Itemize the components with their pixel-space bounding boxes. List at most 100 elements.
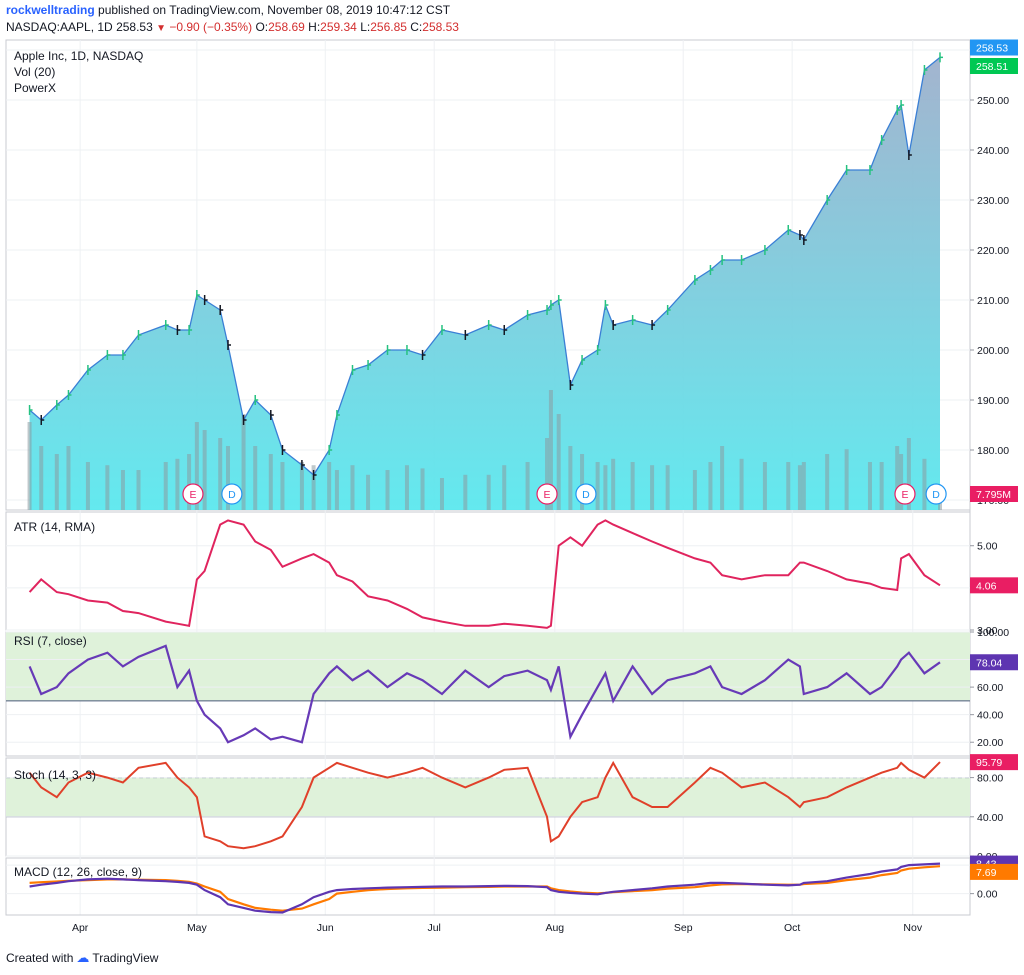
price-area — [29, 57, 941, 511]
volume-bar — [136, 470, 141, 510]
volume-bar — [825, 454, 830, 510]
volume-bar — [253, 446, 258, 510]
stoch-pane-title: Stoch (14, 3, 3) — [14, 768, 96, 782]
earnings-marker[interactable] — [536, 483, 558, 505]
dividend-marker[interactable] — [925, 483, 947, 505]
rsi-value-tag: 78.04 — [976, 657, 1002, 669]
y-tick-label: 240.00 — [977, 145, 1009, 157]
stoch-band — [6, 777, 970, 817]
down-arrow-icon: ▼ — [156, 23, 167, 34]
volume-bar — [54, 454, 59, 510]
volume-bar — [404, 465, 409, 510]
volume-bar — [568, 446, 573, 510]
earnings-marker-letter: E — [189, 489, 196, 501]
volume-bar — [611, 458, 616, 510]
volume-bar — [202, 430, 207, 510]
publish-line: rockwelltrading published on TradingView… — [6, 3, 450, 17]
volume-bar — [545, 438, 550, 510]
last-price-tag: 258.53 — [976, 43, 1008, 55]
volume-bar — [922, 458, 927, 510]
created-with-text: Created with — [6, 951, 74, 965]
dividend-marker-letter: D — [228, 489, 236, 501]
x-tick-label: Jul — [427, 922, 440, 934]
volume-bar — [439, 478, 444, 510]
volume-bar — [595, 462, 600, 510]
dividend-marker-letter: D — [582, 489, 590, 501]
rsi-pane-title: RSI (7, close) — [14, 634, 87, 648]
earnings-marker[interactable] — [182, 483, 204, 505]
macd-signal-line — [29, 865, 941, 912]
volume-bar — [786, 462, 791, 510]
volume-bar — [692, 470, 697, 510]
published-text: published on TradingView.com, November 0… — [98, 3, 451, 17]
earnings-marker[interactable] — [894, 483, 916, 505]
earnings-marker-letter: E — [901, 489, 908, 501]
atr-pane-title: ATR (14, RMA) — [14, 520, 95, 534]
volume-bar — [502, 465, 507, 510]
volume-bar — [241, 414, 246, 510]
volume-bar — [194, 422, 199, 510]
volume-bar — [844, 449, 849, 510]
volume-bar — [525, 462, 530, 510]
last-price-tag-bg — [970, 39, 1018, 56]
y-tick-label: 40.00 — [977, 710, 1003, 722]
volume-bar — [801, 462, 806, 510]
open-label: O: — [255, 20, 269, 34]
volume-tag: 7.795M — [976, 489, 1011, 501]
y-tick-label: 60.00 — [977, 682, 1003, 694]
volume-bar — [299, 462, 304, 510]
x-tick-label: May — [187, 922, 208, 934]
volume-tag-bg — [970, 486, 1018, 502]
x-tick-label: Sep — [674, 922, 693, 934]
dividend-marker[interactable] — [575, 483, 597, 505]
volume-bar — [327, 462, 332, 510]
author-link[interactable]: rockwelltrading — [6, 3, 95, 17]
dividend-marker[interactable] — [221, 483, 243, 505]
y-tick-label: 210.00 — [977, 295, 1009, 307]
volume-bar — [486, 474, 491, 510]
volume-bar — [899, 454, 904, 510]
volume-bar — [895, 446, 900, 510]
dividend-marker-letter: D — [932, 489, 940, 501]
low-value: 256.85 — [370, 20, 407, 34]
y-tick-label: 180.00 — [977, 445, 1009, 457]
stoch-value-tag: 95.79 — [976, 757, 1002, 769]
stoch-line — [28, 760, 941, 850]
volume-bar — [39, 446, 44, 510]
tradingview-brand[interactable]: TradingView — [92, 951, 159, 965]
x-tick-label: Apr — [72, 922, 89, 934]
volume-bar — [420, 468, 425, 510]
volume-legend: Vol (20) — [14, 65, 55, 79]
x-tick-label: Nov — [903, 922, 922, 934]
low-label: L: — [360, 20, 371, 34]
tradingview-logo-icon: ☁ — [76, 950, 90, 965]
y-tick-label: 5.00 — [977, 541, 998, 553]
volume-bar — [739, 458, 744, 510]
volume-bar — [334, 470, 339, 510]
volume-bar — [66, 446, 71, 510]
price-change: −0.90 (−0.35%) — [169, 20, 253, 34]
y-tick-label: 20.00 — [977, 737, 1003, 749]
volume-bar — [225, 446, 230, 510]
powerx-legend: PowerX — [14, 81, 56, 95]
volume-bar — [311, 465, 316, 510]
volume-bar — [218, 438, 223, 510]
y-tick-label: 0.00 — [977, 889, 998, 901]
close-label: C: — [410, 20, 423, 34]
y-tick-label: 200.00 — [977, 345, 1009, 357]
atr-value-tag: 4.06 — [976, 580, 997, 592]
volume-bar — [762, 462, 767, 510]
volume-bar — [366, 474, 371, 510]
volume-bar — [556, 414, 561, 510]
last-price: 258.53 — [116, 20, 153, 34]
footer: Created with ☁ TradingView — [6, 950, 158, 966]
symbol-interval: NASDAQ:AAPL, 1D — [6, 20, 113, 34]
rsi-line — [28, 644, 941, 744]
rsi-band — [6, 632, 970, 701]
close-value: 258.53 — [422, 20, 459, 34]
y-tick-label: 100.00 — [977, 627, 1009, 639]
price-pane-title: Apple Inc, 1D, NASDAQ — [14, 49, 143, 63]
rsi-value-tag-bg — [970, 654, 1018, 671]
